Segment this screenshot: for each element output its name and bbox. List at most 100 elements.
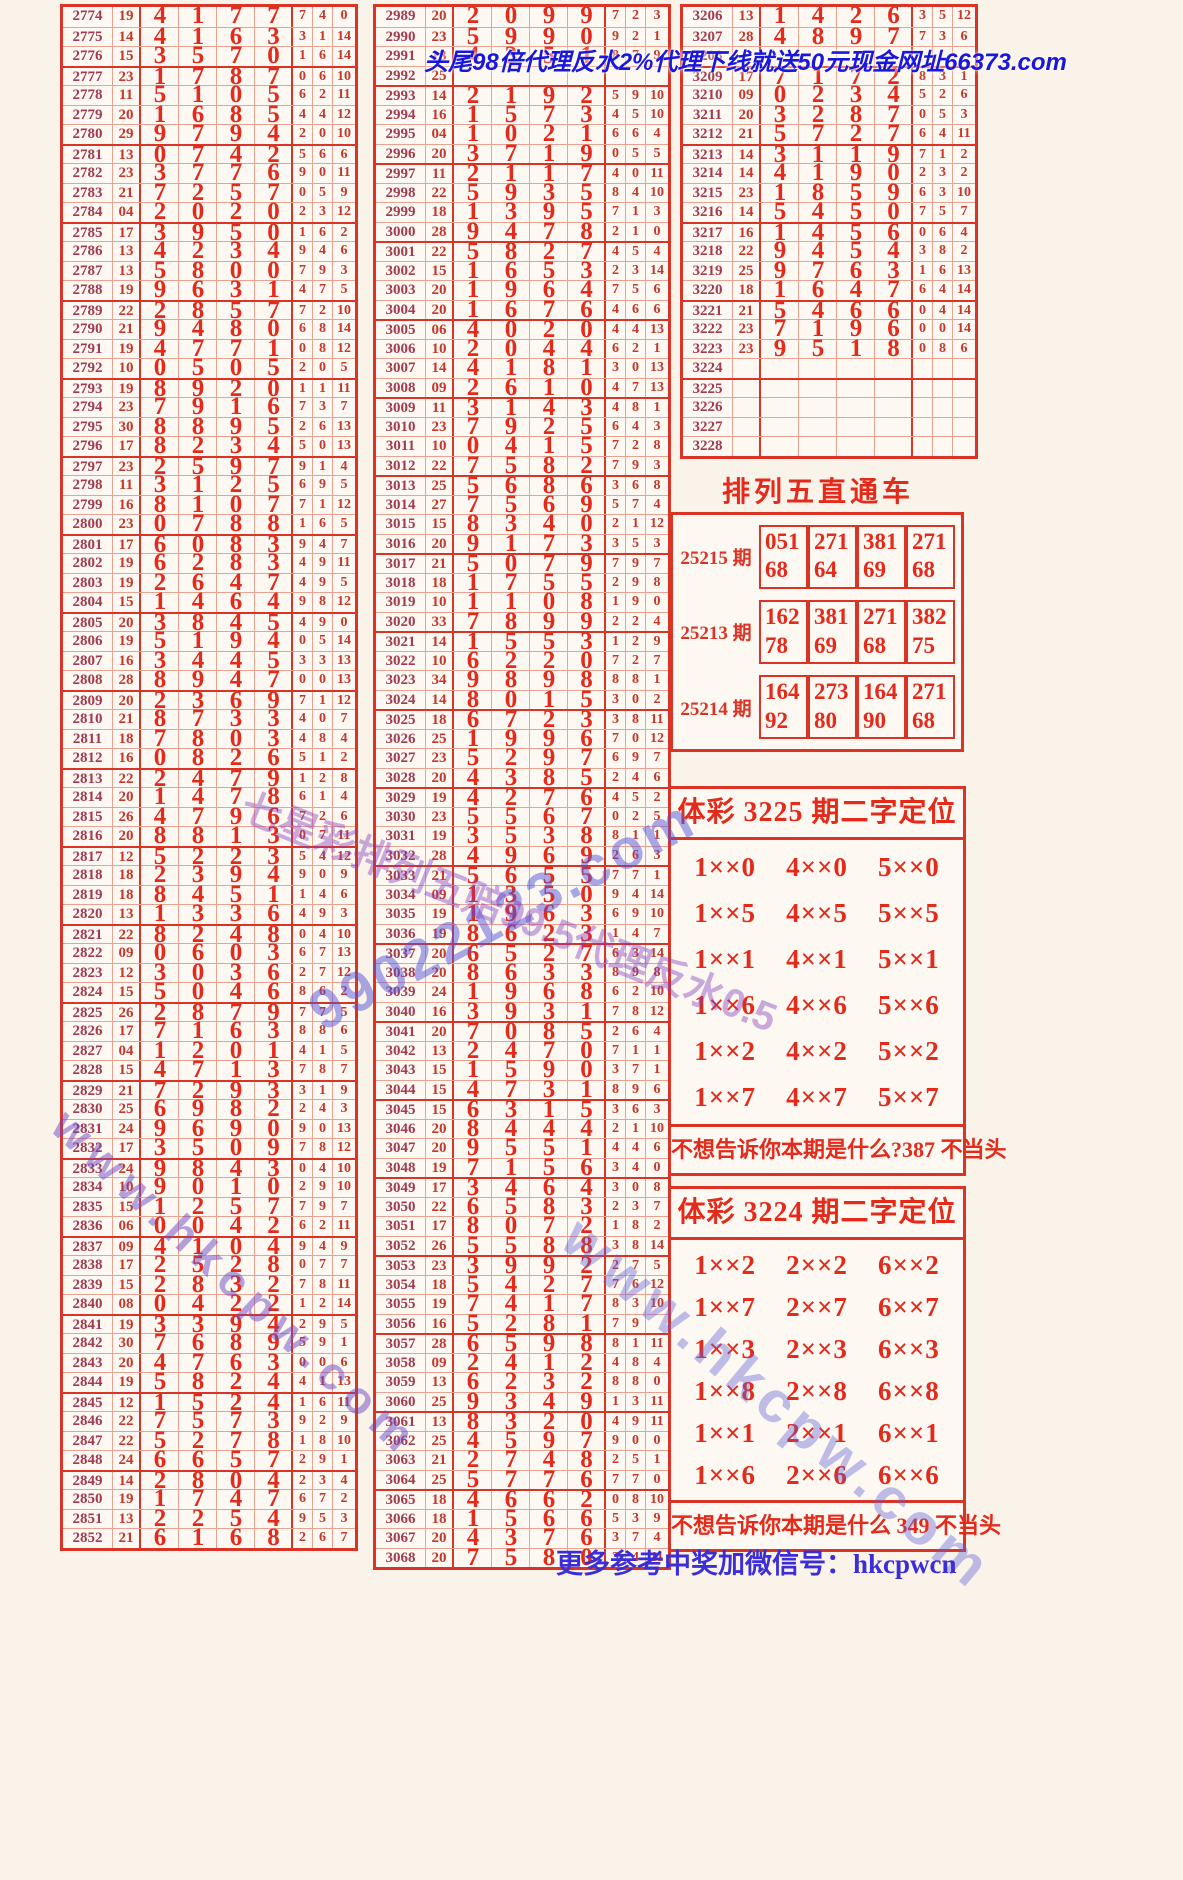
stat-cell: 0 <box>313 125 333 144</box>
digit-cell: 5 <box>454 745 492 770</box>
stat-cell: 4 <box>626 321 646 339</box>
sum-cell: 20 <box>426 7 454 27</box>
sum-cell: 25 <box>426 1470 454 1489</box>
period-cell: 3227 <box>683 417 733 436</box>
digit-cell: 4 <box>255 1390 293 1415</box>
digit-cell: 7 <box>761 316 799 341</box>
digit-cell: 3 <box>568 258 606 282</box>
stat-cell: 2 <box>313 807 333 826</box>
stat-cell: 8 <box>606 1080 626 1099</box>
stat-cell: 0 <box>293 1353 313 1372</box>
period-cell: 2776 <box>63 47 113 66</box>
stat-cell: 4 <box>313 242 333 261</box>
stat-cell: 1 <box>653 672 661 687</box>
period-cell: 3042 <box>376 1041 426 1060</box>
dingwei-grid-3224: 1××2 2××2 6××2 1××7 2××7 6××7 1××3 2××3 6××3 1××8… <box>671 1240 963 1500</box>
digit-cell: 9 <box>492 726 530 750</box>
digit-cell: 9 <box>568 492 606 516</box>
digit-cell: 3 <box>875 258 913 282</box>
digit-cell: 7 <box>141 1330 179 1355</box>
period-cell: 2834 <box>63 1178 113 1197</box>
sum-cell: 19 <box>426 827 454 846</box>
digit-cell <box>761 437 799 456</box>
stat-cell: 5 <box>340 1042 348 1058</box>
digit-cell: 4 <box>179 1291 217 1316</box>
digit-cell: 1 <box>454 979 492 1004</box>
digit-cell: 4 <box>454 765 492 789</box>
digit-cell: 9 <box>492 901 530 926</box>
draw-row-2847: 2847 22 5 2 7 8 1 8 10 <box>63 1428 355 1452</box>
period-cell: 3057 <box>376 1335 426 1353</box>
digit-cell: 2 <box>179 1038 217 1062</box>
stat-cell: 0 <box>293 67 313 86</box>
digit-cell: 8 <box>530 473 568 498</box>
stat-cell: 2 <box>626 983 646 1002</box>
digit-cell: 4 <box>492 1350 530 1374</box>
stat-cell: 7 <box>653 925 661 941</box>
stat-cell: 7 <box>340 1257 348 1272</box>
digit-cell: 5 <box>492 823 530 848</box>
draw-row-2803: 2803 19 2 6 4 7 4 9 5 <box>63 570 355 594</box>
draws-table-middle: 2989 20 2 0 9 9 7 2 3 2990 23 5 9 9 0 9 2 1 2991 13 4 3 5 1 8 7 9 2… <box>373 3 671 1570</box>
digit-cell: 4 <box>799 298 837 323</box>
stat-cell: 5 <box>626 243 646 261</box>
draw-row-2849: 2849 14 2 8 0 4 2 3 4 <box>63 1468 355 1493</box>
period-cell: 3020 <box>376 612 426 631</box>
digit-cell: 1 <box>454 882 492 906</box>
digit-cell: 8 <box>492 239 530 264</box>
ad-banner[interactable]: 头尾98倍代理反水2%代理下线就送50元现金网址66373.com <box>424 49 1067 76</box>
digit-cell: 1 <box>141 1390 179 1415</box>
digit-cell: 0 <box>179 1213 217 1238</box>
digit-cell: 8 <box>568 589 606 614</box>
draw-row-3227: 3227 <box>683 416 975 436</box>
sum-cell: 20 <box>426 1023 454 1041</box>
stat-cell: 9 <box>340 867 348 882</box>
draw-row-2788: 2788 19 9 6 3 1 4 7 5 <box>63 277 355 302</box>
stat-cell: 9 <box>626 87 646 105</box>
draw-row-3038: 3038 20 8 6 3 3 8 9 8 <box>376 960 668 984</box>
stat-cell: 10 <box>337 1160 351 1176</box>
digit-cell: 8 <box>141 492 179 516</box>
digit-cell: 7 <box>568 1291 606 1316</box>
dingwei-footer-3224: 不想告诉你本期是什么 349 不当头 <box>671 1500 1001 1549</box>
digit-cell: 2 <box>530 239 568 264</box>
digit-cell: 5 <box>454 24 492 48</box>
stat-cell: 3 <box>933 67 953 86</box>
stat-cell: 7 <box>626 495 646 514</box>
digit-cell <box>837 437 875 456</box>
stat-cell: 7 <box>626 47 646 66</box>
sum-cell: 23 <box>733 183 761 202</box>
digit-cell: 2 <box>255 1096 293 1121</box>
sum-cell <box>733 398 761 417</box>
digit-cell: 0 <box>568 648 606 672</box>
sum-cell: 20 <box>426 281 454 300</box>
digit-cell: 8 <box>217 102 255 126</box>
digit-cell: 1 <box>568 43 606 68</box>
period-cell: 3029 <box>376 789 426 807</box>
period-cell: 3216 <box>683 203 733 222</box>
stat-cell: 9 <box>293 242 313 261</box>
stat-cell: 12 <box>337 204 351 219</box>
sum-cell: 20 <box>426 300 454 319</box>
digit-cell: 7 <box>875 277 913 302</box>
digit-cell: 0 <box>492 3 530 28</box>
sum-cell: 21 <box>426 1451 454 1470</box>
draw-row-2815: 2815 26 4 7 9 6 7 2 6 <box>63 804 355 828</box>
stat-cell: 2 <box>313 301 333 320</box>
sum-cell: 12 <box>113 847 141 866</box>
digit-cell: 2 <box>454 1447 492 1472</box>
period-cell: 3006 <box>376 339 426 358</box>
stat-cell: 2 <box>293 1529 313 1548</box>
stat-cell <box>933 437 953 456</box>
digit-cell: 3 <box>217 433 255 458</box>
digit-cell: 3 <box>492 882 530 906</box>
digit-cell: 4 <box>454 1428 492 1452</box>
dingwei-row: 1××7 2××7 6××7 <box>681 1286 953 1328</box>
stat-cell: 2 <box>606 768 626 787</box>
sum-cell: 15 <box>113 983 141 1002</box>
period-cell: 2777 <box>63 67 113 86</box>
digit-cell: 4 <box>568 1116 606 1140</box>
digit-cell: 5 <box>492 629 530 654</box>
digit-cell: 5 <box>568 1097 606 1122</box>
sum-cell: 20 <box>426 945 454 963</box>
